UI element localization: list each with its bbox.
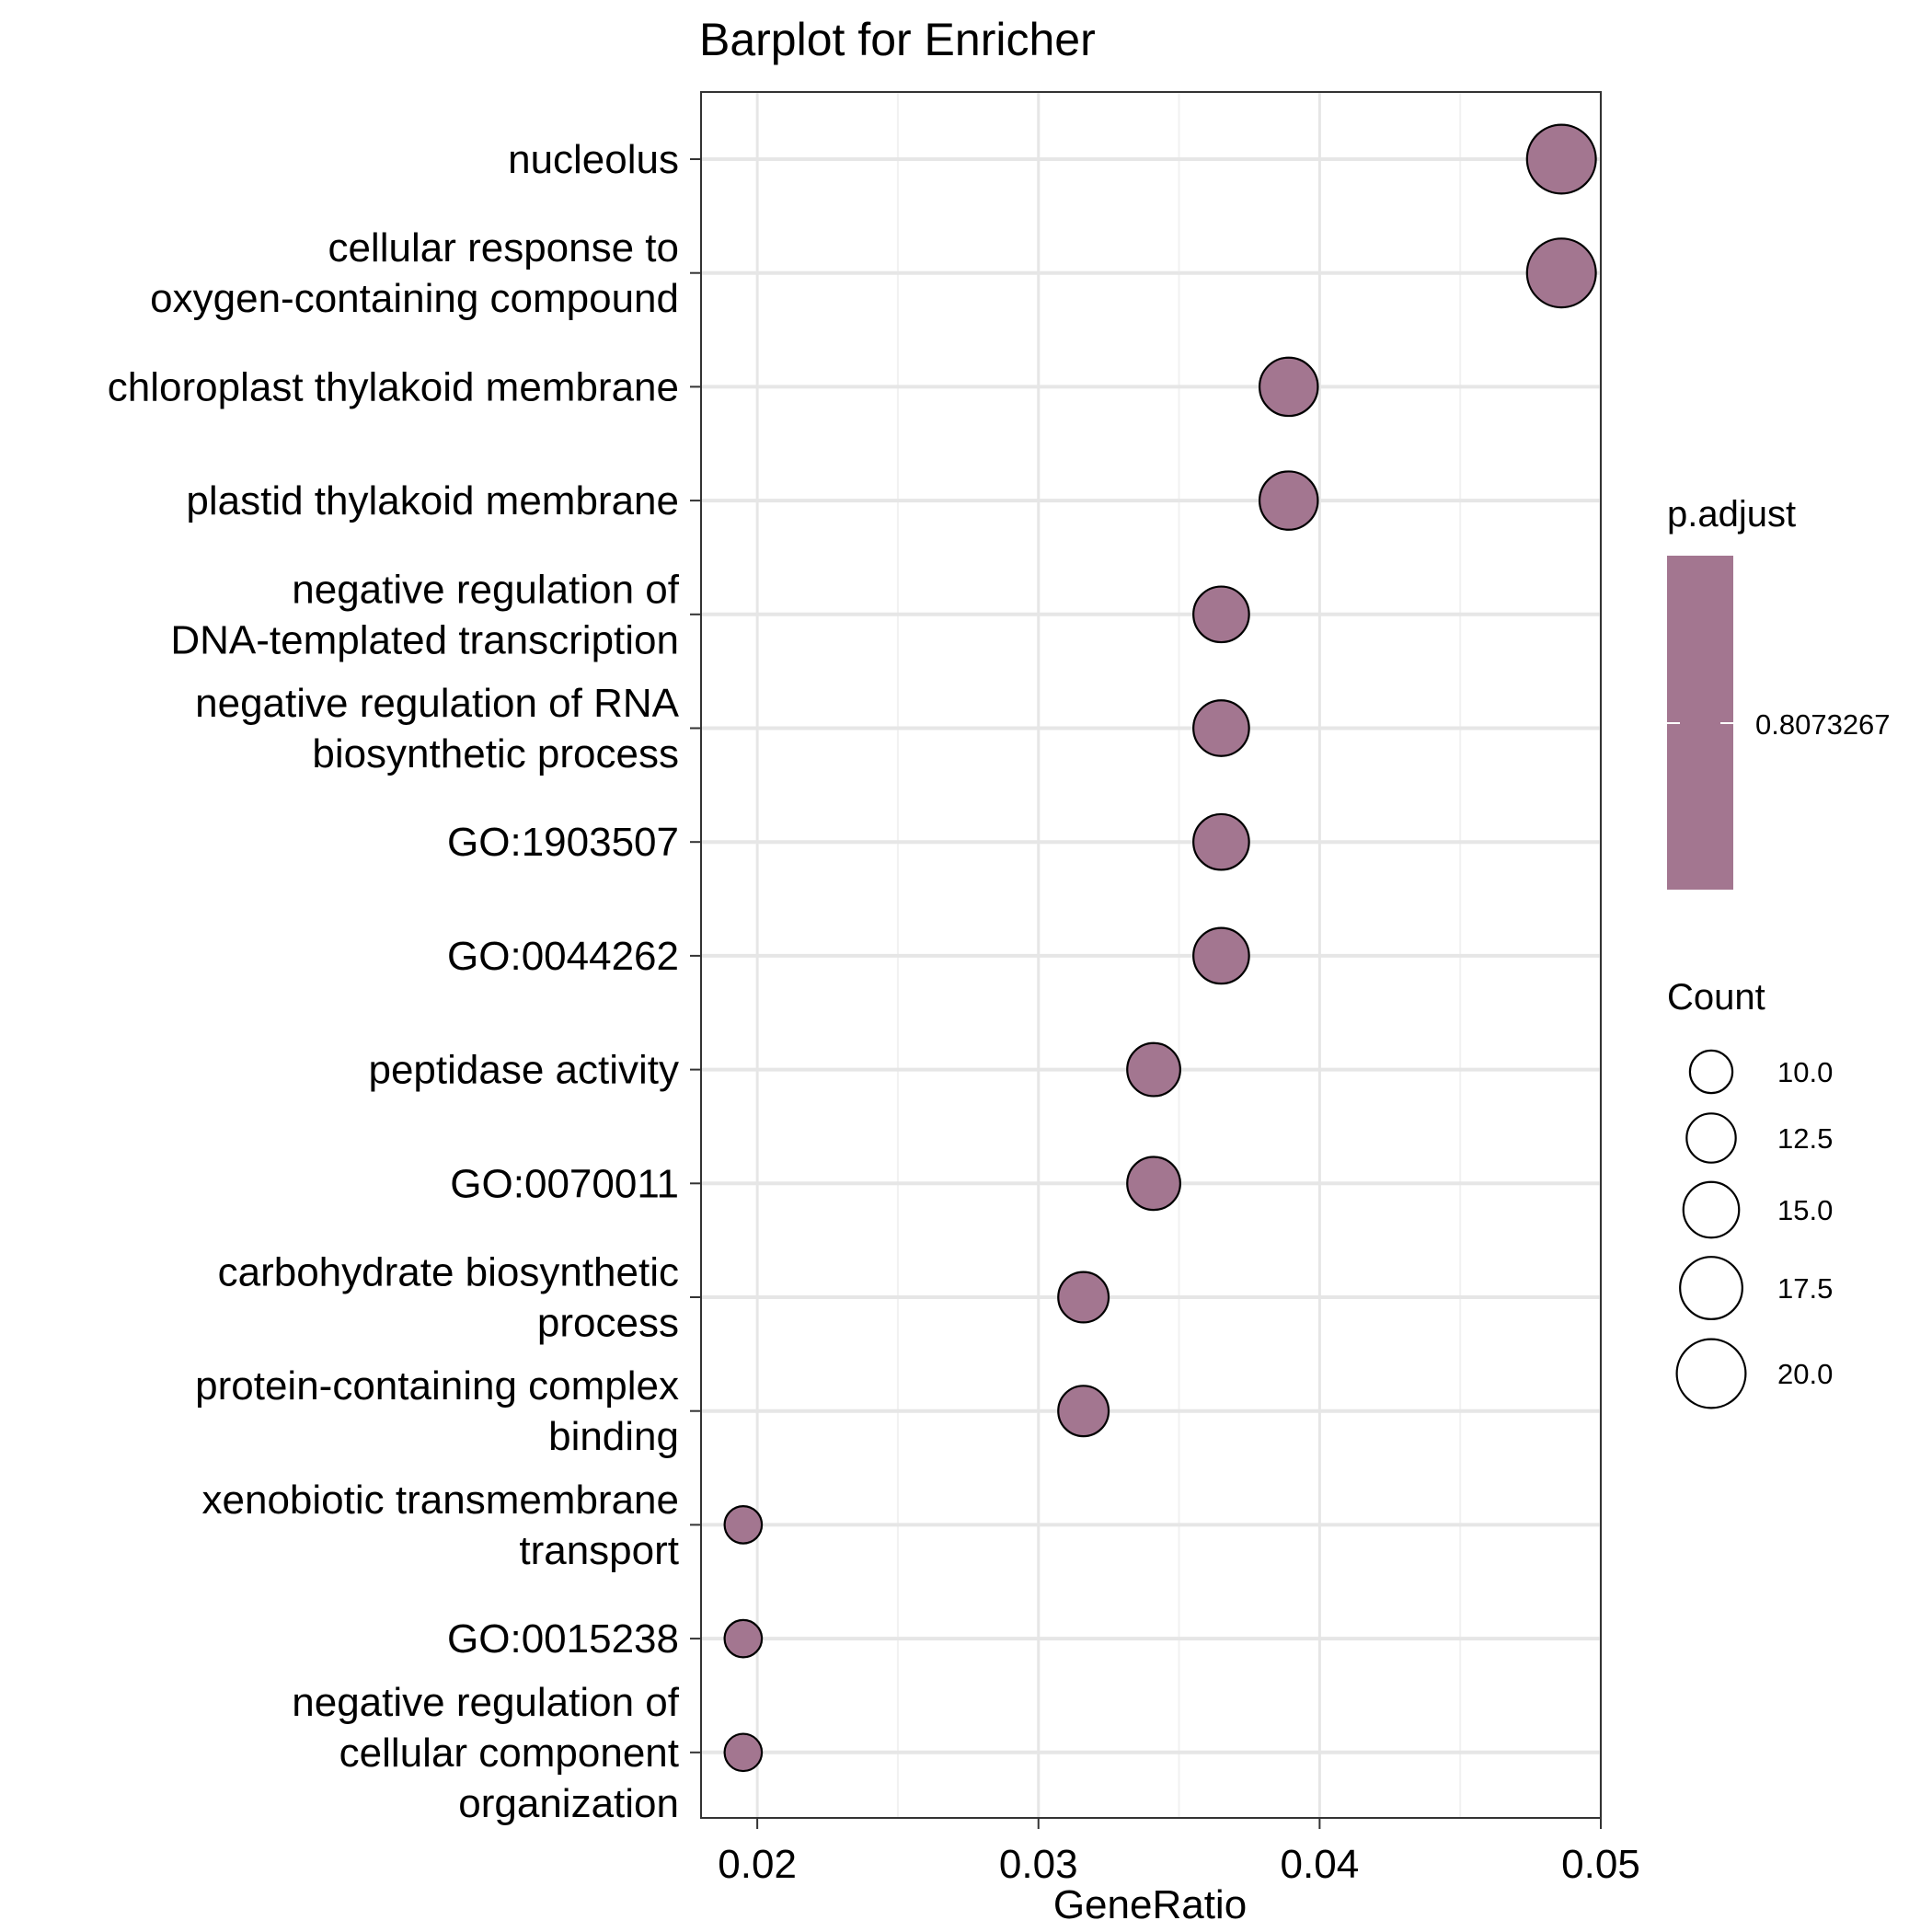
y-axis-labels: nucleolus cellular response to oxygen-cont…: [108, 137, 701, 1826]
category-label-line: nucleolus: [508, 137, 679, 182]
category-label-line: DNA-templated transcription: [170, 617, 679, 662]
category-label-line: carbohydrate biosynthetic: [218, 1250, 679, 1295]
category-label: plastid thylakoid membrane: [186, 478, 679, 523]
category-label-line: GO:0070011: [450, 1161, 679, 1206]
data-point: [1057, 1271, 1110, 1324]
p-adjust-legend-title: p.adjust: [1667, 494, 1796, 535]
category-label-line: negative regulation of RNA: [195, 681, 680, 726]
category-label-line: negative regulation of: [292, 1680, 680, 1725]
x-tick-label: 0.03: [999, 1842, 1078, 1887]
data-point: [1192, 812, 1250, 871]
category-label-line: GO:0015238: [447, 1616, 679, 1662]
category-label: GO:0015238: [447, 1616, 679, 1662]
count-legend-key: [1679, 1256, 1743, 1320]
x-tick-label: 0.02: [718, 1842, 797, 1887]
category-label-line: binding: [548, 1414, 679, 1459]
data-point: [1525, 123, 1597, 195]
category-label-line: negative regulation of: [292, 567, 680, 612]
category-label: xenobiotic transmembrane transport: [202, 1478, 679, 1573]
category-label: carbohydrate biosynthetic process: [218, 1250, 679, 1346]
category-label: peptidase activity: [368, 1048, 679, 1093]
data-point: [1057, 1385, 1110, 1438]
count-legend-key: [1675, 1338, 1747, 1409]
data-point: [1525, 237, 1597, 309]
category-label-line: plastid thylakoid membrane: [186, 478, 679, 523]
data-point: [723, 1732, 764, 1773]
category-label-line: peptidase activity: [368, 1048, 679, 1093]
category-label-line: chloroplast thylakoid membrane: [108, 364, 679, 409]
data-point: [723, 1618, 764, 1659]
p-adjust-legend: p.adjust 0.8073267: [1667, 494, 1891, 890]
count-legend-label: 12.5: [1777, 1122, 1833, 1155]
category-label: negative regulation of DNA-templated tran…: [170, 567, 679, 662]
category-label-line: cellular response to: [328, 225, 679, 270]
data-point: [1192, 585, 1250, 644]
count-legend-key: [1682, 1180, 1741, 1239]
data-point: [1126, 1156, 1181, 1212]
category-label-line: GO:1903507: [447, 820, 679, 865]
data-point: [1126, 1041, 1181, 1098]
category-label: negative regulation of RNA biosynthetic p…: [195, 681, 680, 776]
category-label-line: cellular component: [339, 1731, 679, 1776]
count-legend-label: 15.0: [1777, 1194, 1833, 1226]
category-label: cellular response to oxygen-containing co…: [150, 225, 679, 321]
category-label-line: organization: [458, 1781, 679, 1826]
data-point: [723, 1505, 764, 1545]
count-legend-key: [1688, 1049, 1734, 1095]
count-legend: Count 10.0 12.5 15.0 17.5 20.0: [1667, 977, 1833, 1409]
chart-title: Barplot for Enricher: [699, 14, 1096, 65]
x-tick-label: 0.05: [1561, 1842, 1640, 1887]
category-label: GO:0070011: [450, 1161, 679, 1206]
data-point: [1192, 699, 1250, 757]
count-legend-label: 20.0: [1777, 1358, 1833, 1390]
count-legend-label: 10.0: [1777, 1056, 1833, 1088]
category-label-line: biosynthetic process: [312, 731, 679, 776]
category-label-line: process: [537, 1301, 679, 1346]
gridlines: [701, 92, 1603, 1818]
x-axis-title: GeneRatio: [1053, 1882, 1247, 1927]
category-label: protein-containing complex binding: [195, 1363, 679, 1459]
category-label-line: transport: [519, 1528, 679, 1573]
count-legend-title: Count: [1667, 977, 1765, 1018]
count-legend-label: 17.5: [1777, 1272, 1833, 1305]
x-tick-label: 0.04: [1281, 1842, 1360, 1887]
category-label: GO:1903507: [447, 820, 679, 865]
category-label-line: oxygen-containing compound: [150, 276, 679, 321]
count-legend-key: [1685, 1112, 1737, 1164]
data-points: [723, 123, 1597, 1773]
category-label-line: protein-containing complex: [195, 1363, 679, 1409]
category-label-line: GO:0044262: [447, 934, 679, 979]
plot-area: [700, 91, 1603, 1819]
x-axis: 0.02 0.03 0.04 0.05: [718, 1818, 1640, 1887]
data-point: [1258, 470, 1319, 531]
category-label: GO:0044262: [447, 934, 679, 979]
category-label: negative regulation of cellular component…: [292, 1680, 680, 1826]
p-adjust-legend-value: 0.8073267: [1755, 708, 1891, 741]
data-point: [1192, 926, 1250, 985]
category-label: chloroplast thylakoid membrane: [108, 364, 679, 409]
category-label-line: xenobiotic transmembrane: [202, 1478, 679, 1523]
category-label: nucleolus: [508, 137, 679, 182]
data-point: [1258, 356, 1319, 418]
